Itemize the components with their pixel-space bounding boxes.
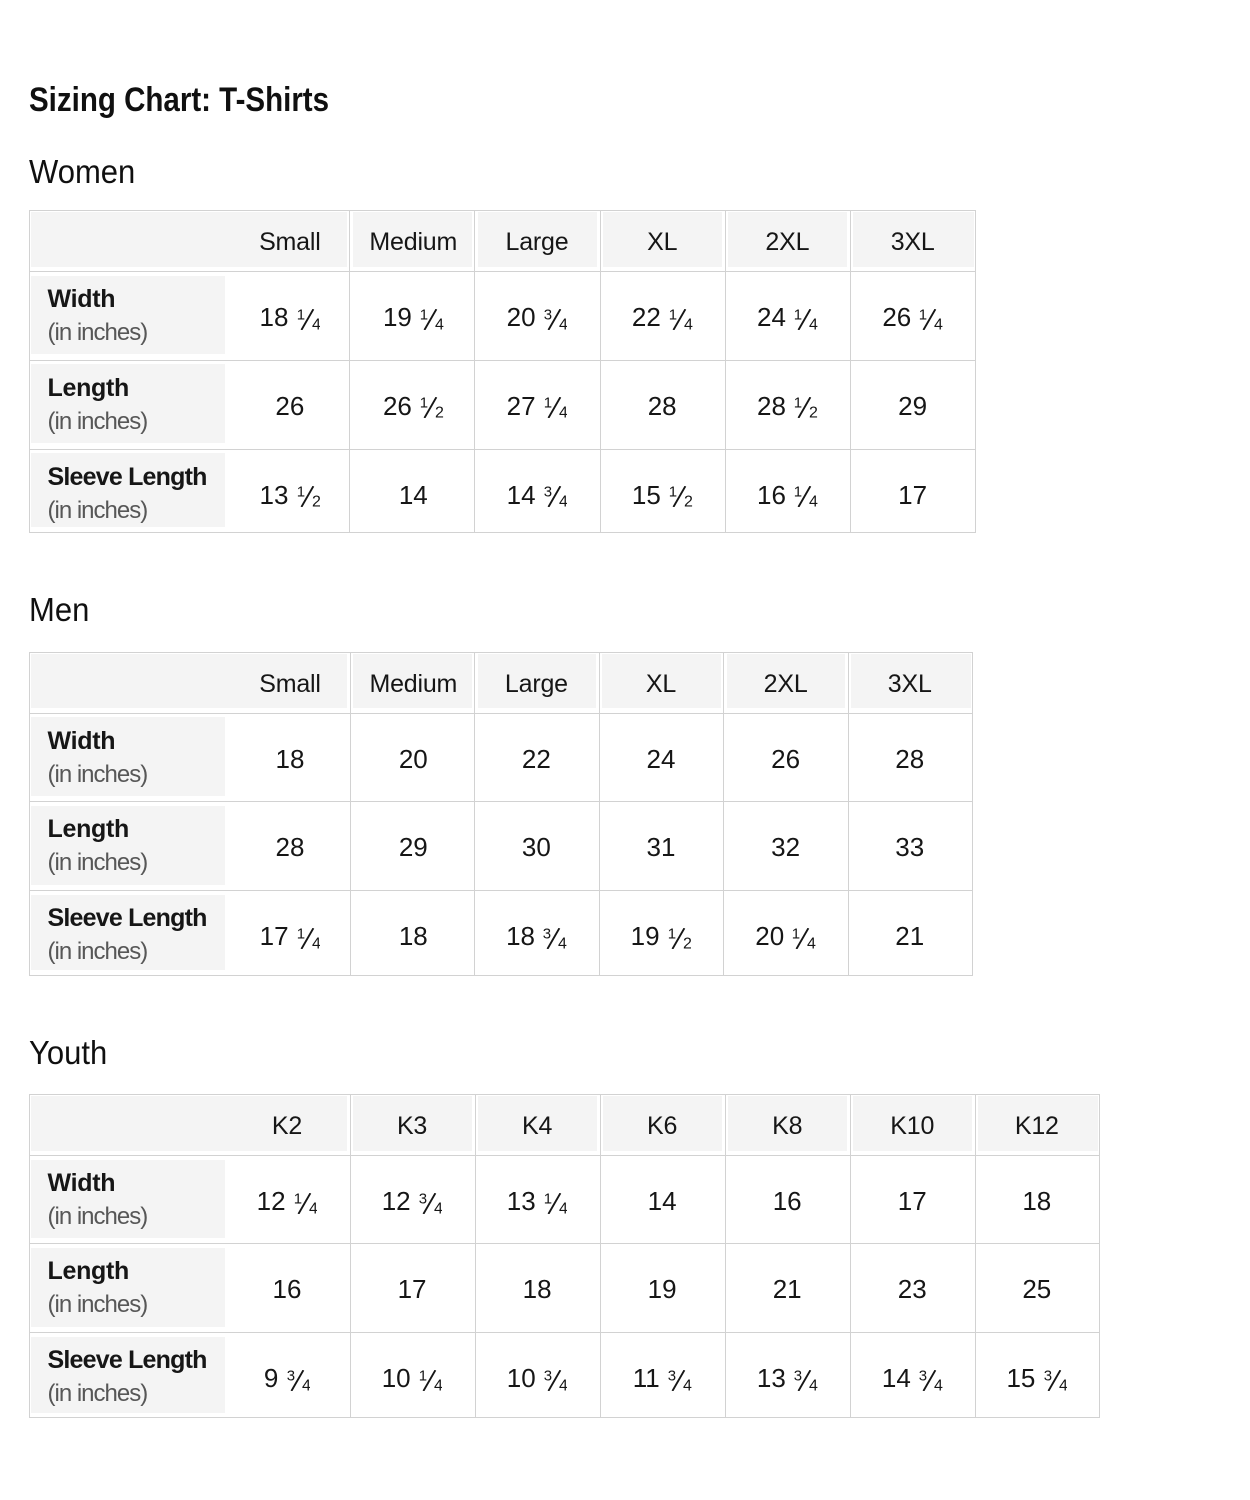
svg-text:3: 3	[544, 1370, 552, 1384]
svg-text:4: 4	[435, 316, 444, 329]
svg-text:3: 3	[794, 1370, 802, 1384]
svg-text:2: 2	[312, 494, 321, 507]
svg-text:4: 4	[809, 1377, 818, 1390]
svg-text:3: 3	[543, 928, 551, 942]
svg-text:2: 2	[683, 935, 692, 948]
svg-text:3: 3	[286, 1370, 294, 1384]
svg-text:1: 1	[669, 486, 677, 500]
svg-text:4: 4	[807, 935, 816, 948]
svg-text:2: 2	[809, 405, 818, 418]
svg-text:4: 4	[302, 1377, 311, 1390]
svg-text:1: 1	[792, 928, 800, 942]
svg-text:1: 1	[294, 1193, 302, 1207]
svg-text:3: 3	[544, 486, 552, 500]
svg-text:4: 4	[1059, 1377, 1068, 1390]
svg-text:1: 1	[794, 397, 802, 411]
svg-text:3: 3	[919, 1370, 927, 1384]
svg-text:3: 3	[1043, 1370, 1051, 1384]
svg-text:1: 1	[794, 309, 802, 323]
svg-text:1: 1	[420, 397, 428, 411]
svg-text:4: 4	[559, 1200, 568, 1213]
svg-text:4: 4	[559, 1377, 568, 1390]
svg-text:2: 2	[435, 405, 444, 418]
svg-text:3: 3	[419, 1193, 427, 1207]
svg-text:4: 4	[309, 1200, 318, 1213]
svg-text:1: 1	[297, 928, 305, 942]
svg-text:4: 4	[684, 316, 693, 329]
svg-text:4: 4	[312, 316, 321, 329]
svg-text:3: 3	[668, 1370, 676, 1384]
svg-text:2: 2	[684, 494, 693, 507]
svg-text:1: 1	[296, 309, 304, 323]
svg-text:1: 1	[420, 309, 428, 323]
svg-text:1: 1	[544, 397, 552, 411]
svg-text:1: 1	[544, 1193, 552, 1207]
svg-text:4: 4	[558, 935, 567, 948]
svg-text:4: 4	[934, 1377, 943, 1390]
svg-text:1: 1	[296, 486, 304, 500]
svg-text:3: 3	[544, 309, 552, 323]
svg-text:4: 4	[559, 494, 568, 507]
svg-text:4: 4	[934, 316, 943, 329]
svg-text:1: 1	[919, 309, 927, 323]
svg-text:4: 4	[683, 1377, 692, 1390]
svg-text:1: 1	[794, 486, 802, 500]
svg-text:4: 4	[559, 316, 568, 329]
svg-text:4: 4	[809, 494, 818, 507]
svg-text:1: 1	[669, 309, 677, 323]
svg-text:4: 4	[809, 316, 818, 329]
svg-text:4: 4	[312, 935, 321, 948]
svg-text:4: 4	[434, 1200, 443, 1213]
svg-text:1: 1	[668, 928, 676, 942]
svg-text:4: 4	[434, 1377, 443, 1390]
svg-text:1: 1	[419, 1370, 427, 1384]
svg-text:4: 4	[559, 405, 568, 418]
